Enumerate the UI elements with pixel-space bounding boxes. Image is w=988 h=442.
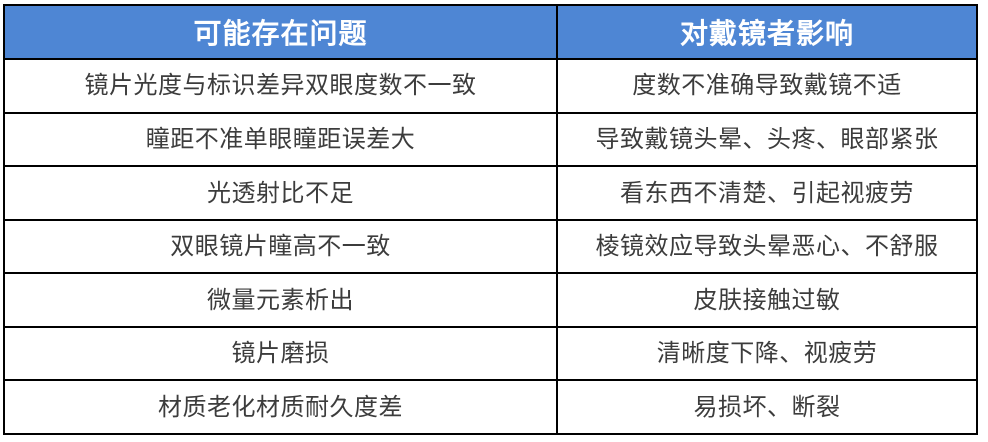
cell-effect: 清晰度下降、视疲劳 <box>556 325 978 382</box>
table-row: 镜片光度与标识差异双眼度数不一致 度数不准确导致戴镜不适 <box>3 58 978 114</box>
cell-issue: 材质老化材质耐久度差 <box>3 379 558 435</box>
cell-issue: 镜片光度与标识差异双眼度数不一致 <box>3 58 558 114</box>
cell-issue: 镜片磨损 <box>3 325 558 382</box>
cell-effect: 易损坏、断裂 <box>556 379 978 435</box>
table-row: 镜片磨损 清晰度下降、视疲劳 <box>3 325 978 382</box>
column-header-effect: 对戴镜者影响 <box>556 4 978 60</box>
table-row: 双眼镜片瞳高不一致 棱镜效应导致头晕恶心、不舒服 <box>3 218 978 275</box>
cell-effect: 皮肤接触过敏 <box>556 272 978 328</box>
cell-issue: 瞳距不准单眼瞳距误差大 <box>3 111 558 168</box>
column-header-issue: 可能存在问题 <box>3 4 558 60</box>
table-row: 微量元素析出 皮肤接触过敏 <box>3 272 978 328</box>
header-row: 可能存在问题 对戴镜者影响 <box>3 4 978 60</box>
table-header: 可能存在问题 对戴镜者影响 <box>3 4 978 60</box>
table-container: 可能存在问题 对戴镜者影响 镜片光度与标识差异双眼度数不一致 度数不准确导致戴镜… <box>3 4 978 435</box>
table-body: 镜片光度与标识差异双眼度数不一致 度数不准确导致戴镜不适 瞳距不准单眼瞳距误差大… <box>3 58 978 435</box>
cell-effect: 棱镜效应导致头晕恶心、不舒服 <box>556 218 978 275</box>
table-row: 材质老化材质耐久度差 易损坏、断裂 <box>3 379 978 435</box>
table-row: 光透射比不足 看东西不清楚、引起视疲劳 <box>3 165 978 221</box>
cell-issue: 光透射比不足 <box>3 165 558 221</box>
issue-effect-table: 可能存在问题 对戴镜者影响 镜片光度与标识差异双眼度数不一致 度数不准确导致戴镜… <box>3 4 978 435</box>
cell-issue: 双眼镜片瞳高不一致 <box>3 218 558 275</box>
cell-issue: 微量元素析出 <box>3 272 558 328</box>
cell-effect: 导致戴镜头晕、头疼、眼部紧张 <box>556 111 978 168</box>
cell-effect: 度数不准确导致戴镜不适 <box>556 58 978 114</box>
table-row: 瞳距不准单眼瞳距误差大 导致戴镜头晕、头疼、眼部紧张 <box>3 111 978 168</box>
cell-effect: 看东西不清楚、引起视疲劳 <box>556 165 978 221</box>
